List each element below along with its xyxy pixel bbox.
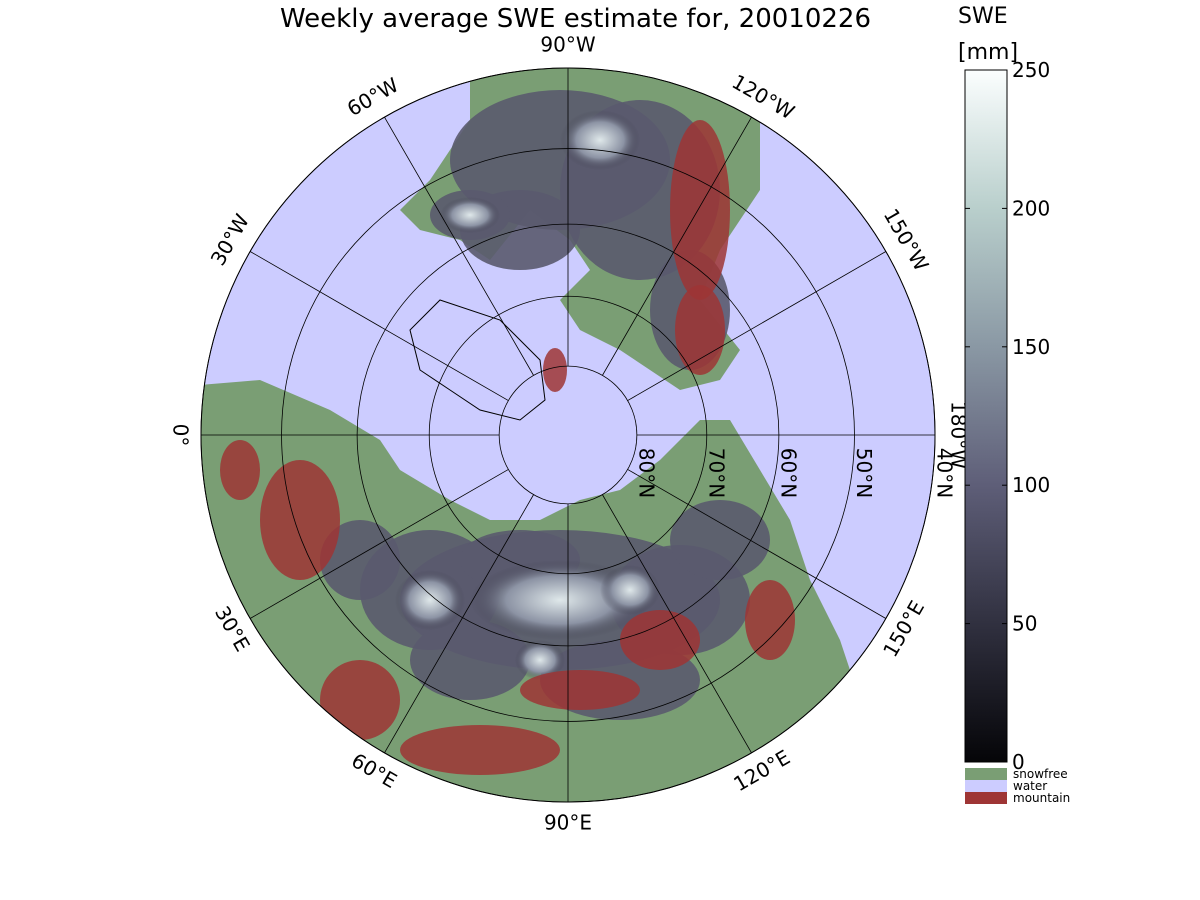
latitude-label: 60°N [776,448,800,498]
colorbar-quantity-label: SWE [958,4,1008,29]
mountain-patch [543,348,567,392]
longitude-label: 0° [169,424,193,447]
mountain-patch [670,120,730,300]
swe-high-patch [395,570,465,630]
meridian-line [627,251,887,401]
latitude-label: 40°N [933,448,957,498]
mountain-patch [260,460,340,580]
meridian-line [249,469,509,619]
greenland-outline [409,299,546,421]
category-label: mountain [1013,791,1070,805]
colorbar-unit-label: [mm] [958,40,1019,65]
meridian-line [602,116,752,376]
mountain-patch [520,670,640,710]
mountain-patch [220,440,260,500]
category-label: snowfree [1013,767,1068,781]
mountain-patch [320,660,400,740]
colorbar-tick-label: 200 [1012,196,1050,220]
category-swatch [965,768,1007,780]
category-label: water [1013,779,1047,793]
meridian-line [384,494,534,754]
mountain-patch [675,285,725,375]
swe-high-patch [560,110,640,170]
meridian-line [627,469,887,619]
swe-high-patch [440,197,500,233]
map-title: Weekly average SWE estimate for, 2001022… [280,4,872,34]
swe-high-patch [515,640,565,680]
mountain-patch [620,610,700,670]
meridian-line [249,251,509,401]
swe-patch [670,500,770,580]
colorbar-tick-label: 150 [1012,335,1050,359]
colorbar-tick-label: 0 [1012,750,1025,774]
colorbar-gradient [964,69,1008,763]
category-swatch [965,780,1007,792]
colorbar-tick-label: 100 [1012,473,1050,497]
mountain-patch [400,725,560,775]
meridian-line [384,116,534,376]
meridian-line [602,494,752,754]
colorbar-ticks: 0 50 100 150 200 250 [965,58,1050,774]
swe-patch [410,620,530,700]
latitude-labels: 80°N 70°N 60°N 50°N 40°N [634,448,956,498]
latitude-label: 70°N [704,448,728,498]
category-swatch [965,792,1007,804]
latitude-label: 50°N [852,448,876,498]
swe-patch [320,520,400,600]
colorbar-tick-label: 250 [1012,58,1050,82]
map-boundary [200,67,936,803]
longitude-label: 90°E [544,811,592,835]
latitude-label: 80°N [634,448,658,498]
mountain-patch [745,580,795,660]
colorbar-tick-label: 50 [1012,612,1037,636]
swe-high-patch [600,565,660,615]
longitude-label: 90°W [540,33,595,57]
